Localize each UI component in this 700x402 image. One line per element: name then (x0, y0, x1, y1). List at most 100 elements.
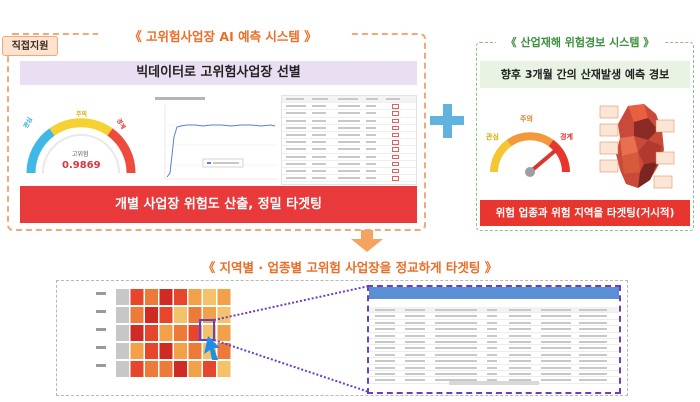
heatmap-cell[interactable] (130, 289, 144, 305)
detail-cell (405, 379, 425, 382)
detail-cell (509, 353, 531, 356)
detail-cell (405, 321, 425, 324)
heatmap-cell[interactable] (145, 325, 158, 341)
heatmap-cell[interactable] (174, 307, 187, 323)
heatmap-cell[interactable] (203, 325, 216, 341)
detail-row[interactable] (369, 313, 619, 320)
detail-cell (405, 353, 425, 356)
heatmap-cell[interactable] (116, 361, 129, 377)
detail-row[interactable] (369, 326, 619, 333)
heatmap-cell[interactable] (130, 361, 144, 377)
detail-cell (509, 379, 531, 382)
detail-cell (487, 334, 497, 337)
detail-cell (509, 315, 531, 318)
heatmap-cell[interactable] (188, 361, 202, 377)
detail-cell (375, 360, 395, 363)
precision-targeting-bar: 개별 사업장 위험도 산출, 정밀 타겟팅 (20, 186, 417, 223)
detail-cell (435, 309, 477, 311)
detail-cell (487, 328, 497, 331)
detail-cell (509, 360, 531, 363)
heatmap-cell[interactable] (159, 307, 173, 323)
heatmap-cell[interactable] (174, 325, 187, 341)
detail-cell (541, 315, 571, 318)
detail-cell (405, 366, 425, 369)
detail-cell (579, 334, 607, 337)
heatmap-cell[interactable] (116, 325, 129, 341)
detail-cell (487, 366, 497, 369)
detail-cell (509, 309, 531, 311)
detail-cell (435, 353, 477, 356)
detail-cell (541, 353, 571, 356)
heatmap-cell[interactable] (174, 361, 187, 377)
workplace-detail-window (367, 285, 621, 394)
detail-cell (375, 366, 395, 369)
heatmap-cell[interactable] (217, 361, 231, 377)
detail-cell (509, 347, 531, 350)
heatmap-cell[interactable] (174, 289, 187, 305)
detail-cell (435, 340, 477, 343)
heatmap-cell[interactable] (188, 343, 202, 359)
heatmap-row-label (96, 328, 106, 331)
heatmap-cell[interactable] (188, 307, 202, 323)
ai-prediction-title: 《 고위험사업장 AI 예측 시스템 》 (98, 30, 348, 44)
detail-cell (579, 353, 607, 356)
detail-cell (405, 315, 425, 318)
detail-cell (405, 328, 425, 331)
detail-cell (579, 309, 607, 311)
detail-row[interactable] (369, 365, 619, 371)
detail-cell (509, 328, 531, 331)
heatmap-cell[interactable] (145, 307, 158, 323)
pagination[interactable] (369, 370, 619, 389)
heatmap-cell[interactable] (217, 307, 231, 323)
detail-row[interactable] (369, 371, 619, 378)
heatmap-cell[interactable] (188, 289, 202, 305)
heatmap-cell[interactable] (130, 343, 144, 359)
alert-gauge (490, 132, 570, 177)
plus-icon-bar (430, 116, 464, 125)
detail-row[interactable] (369, 345, 619, 352)
risk-gauge (26, 118, 136, 174)
detail-cell (487, 372, 497, 375)
detail-cell (405, 372, 425, 375)
detail-row[interactable] (369, 352, 619, 359)
heatmap-cell[interactable] (116, 343, 129, 359)
detail-cell (541, 309, 571, 311)
heatmap-row-label (96, 346, 106, 349)
heatmap-cell[interactable] (145, 343, 158, 359)
detail-cell (435, 347, 477, 350)
heatmap-cell[interactable] (159, 289, 173, 305)
heatmap-cell[interactable] (159, 343, 173, 359)
heatmap-cell[interactable] (217, 289, 231, 305)
heatmap-cell[interactable] (130, 307, 144, 323)
heatmap-cell[interactable] (116, 289, 129, 305)
detail-cell (541, 366, 571, 369)
heatmap-cell[interactable] (203, 361, 216, 377)
heatmap-cell[interactable] (159, 361, 173, 377)
detail-row[interactable] (369, 320, 619, 327)
heatmap-cell[interactable] (159, 325, 173, 341)
heatmap-cell[interactable] (145, 289, 158, 305)
detail-cell (579, 372, 607, 375)
heatmap-cell[interactable] (145, 361, 158, 377)
heatmap-cell[interactable] (203, 289, 216, 305)
detail-cell (579, 379, 607, 382)
detail-cell (405, 334, 425, 337)
detail-row[interactable] (369, 339, 619, 346)
heatmap-cell[interactable] (217, 325, 231, 341)
macro-targeting-bar: 위험 업종과 위험 지역을 타겟팅(거시적) (480, 200, 690, 226)
detail-cell (375, 379, 395, 382)
heatmap-cell[interactable] (217, 343, 231, 359)
heatmap-cell[interactable] (116, 307, 129, 323)
detail-cell (375, 315, 395, 318)
heatmap-cell[interactable] (188, 325, 202, 341)
detail-row[interactable] (369, 307, 619, 314)
detail-cell (375, 309, 395, 311)
heatmap-row-label (96, 364, 106, 367)
heatmap-cell[interactable] (130, 325, 144, 341)
forecast-bar: 향후 3개월 간의 산재발생 예측 경보 (480, 61, 690, 88)
detail-row[interactable] (369, 358, 619, 365)
detail-row[interactable] (369, 333, 619, 339)
detail-cell (509, 334, 531, 337)
trend-chart (151, 95, 279, 186)
heatmap-cell[interactable] (174, 343, 187, 359)
